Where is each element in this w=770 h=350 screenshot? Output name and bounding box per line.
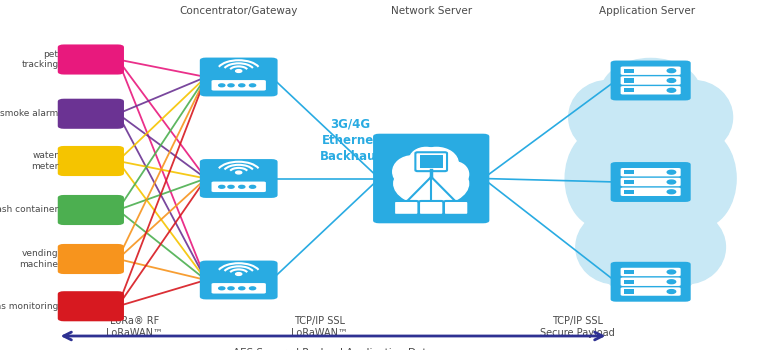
Ellipse shape xyxy=(590,75,711,283)
Circle shape xyxy=(219,186,225,188)
FancyBboxPatch shape xyxy=(58,195,124,225)
FancyBboxPatch shape xyxy=(200,159,278,198)
FancyBboxPatch shape xyxy=(212,182,266,192)
Text: AES Secured Payload Application Data: AES Secured Payload Application Data xyxy=(233,348,433,350)
Circle shape xyxy=(219,287,225,290)
Circle shape xyxy=(236,171,242,174)
Ellipse shape xyxy=(393,156,432,188)
FancyBboxPatch shape xyxy=(444,201,468,215)
Bar xyxy=(624,289,634,294)
Circle shape xyxy=(667,170,676,174)
Circle shape xyxy=(667,180,676,184)
FancyBboxPatch shape xyxy=(373,134,490,223)
Circle shape xyxy=(667,190,676,194)
FancyBboxPatch shape xyxy=(58,146,124,176)
FancyBboxPatch shape xyxy=(212,80,266,91)
Text: gas monitoring: gas monitoring xyxy=(0,302,59,311)
Ellipse shape xyxy=(440,162,469,187)
Circle shape xyxy=(249,84,256,87)
FancyBboxPatch shape xyxy=(611,61,691,100)
Circle shape xyxy=(228,84,234,87)
FancyBboxPatch shape xyxy=(394,201,418,215)
Text: TCP/IP SSL
Secure Payload: TCP/IP SSL Secure Payload xyxy=(540,316,615,338)
FancyBboxPatch shape xyxy=(621,268,681,276)
Ellipse shape xyxy=(565,130,636,228)
FancyBboxPatch shape xyxy=(621,188,681,196)
FancyBboxPatch shape xyxy=(611,262,691,302)
FancyBboxPatch shape xyxy=(415,152,447,171)
Ellipse shape xyxy=(601,230,701,299)
Ellipse shape xyxy=(647,210,725,284)
FancyBboxPatch shape xyxy=(58,244,124,274)
Bar xyxy=(624,69,634,73)
Text: smoke alarm: smoke alarm xyxy=(0,109,59,118)
Circle shape xyxy=(219,84,225,87)
Text: TCP/IP SSL
LoRaWAN™: TCP/IP SSL LoRaWAN™ xyxy=(291,316,348,338)
Circle shape xyxy=(239,186,245,188)
FancyBboxPatch shape xyxy=(621,76,681,85)
Text: Application Server: Application Server xyxy=(599,6,695,15)
Circle shape xyxy=(228,186,234,188)
Ellipse shape xyxy=(414,147,458,179)
Circle shape xyxy=(667,78,676,83)
Bar xyxy=(624,180,634,184)
Text: Network Server: Network Server xyxy=(390,6,472,15)
Ellipse shape xyxy=(569,80,647,154)
Bar xyxy=(624,190,634,194)
Ellipse shape xyxy=(601,58,701,127)
FancyBboxPatch shape xyxy=(621,278,681,286)
FancyBboxPatch shape xyxy=(58,99,124,129)
Circle shape xyxy=(239,287,245,290)
Circle shape xyxy=(667,69,676,73)
Bar xyxy=(624,78,634,83)
FancyBboxPatch shape xyxy=(621,66,681,75)
Circle shape xyxy=(228,287,234,290)
Bar xyxy=(624,88,634,92)
Circle shape xyxy=(236,273,242,275)
Circle shape xyxy=(249,186,256,188)
Circle shape xyxy=(236,70,242,72)
FancyBboxPatch shape xyxy=(58,44,124,75)
Text: water
meter: water meter xyxy=(31,151,59,171)
FancyBboxPatch shape xyxy=(419,201,444,215)
Ellipse shape xyxy=(410,147,443,173)
Bar xyxy=(624,170,634,174)
FancyBboxPatch shape xyxy=(621,168,681,176)
Text: pet
tracking: pet tracking xyxy=(22,50,59,69)
Circle shape xyxy=(249,287,256,290)
Text: vending
machine: vending machine xyxy=(19,249,59,269)
Circle shape xyxy=(239,84,245,87)
FancyBboxPatch shape xyxy=(621,86,681,94)
FancyBboxPatch shape xyxy=(621,178,681,186)
FancyBboxPatch shape xyxy=(621,287,681,296)
Text: trash container: trash container xyxy=(0,205,59,215)
Circle shape xyxy=(667,88,676,92)
Bar xyxy=(624,280,634,284)
Circle shape xyxy=(667,280,676,284)
Ellipse shape xyxy=(665,130,736,228)
Ellipse shape xyxy=(654,80,732,154)
FancyBboxPatch shape xyxy=(420,155,443,168)
FancyBboxPatch shape xyxy=(212,283,266,294)
Bar xyxy=(624,270,634,274)
Circle shape xyxy=(667,290,676,293)
FancyBboxPatch shape xyxy=(611,162,691,202)
Text: LoRa® RF
LoRaWAN™: LoRa® RF LoRaWAN™ xyxy=(106,316,163,338)
Circle shape xyxy=(667,270,676,274)
Ellipse shape xyxy=(393,162,469,205)
Ellipse shape xyxy=(576,210,654,284)
FancyBboxPatch shape xyxy=(58,291,124,321)
FancyBboxPatch shape xyxy=(200,57,278,96)
FancyBboxPatch shape xyxy=(200,260,278,299)
Text: 3G/4G
Ethernet
Backhaul: 3G/4G Ethernet Backhaul xyxy=(320,118,380,162)
Text: Concentrator/Gateway: Concentrator/Gateway xyxy=(179,6,298,15)
